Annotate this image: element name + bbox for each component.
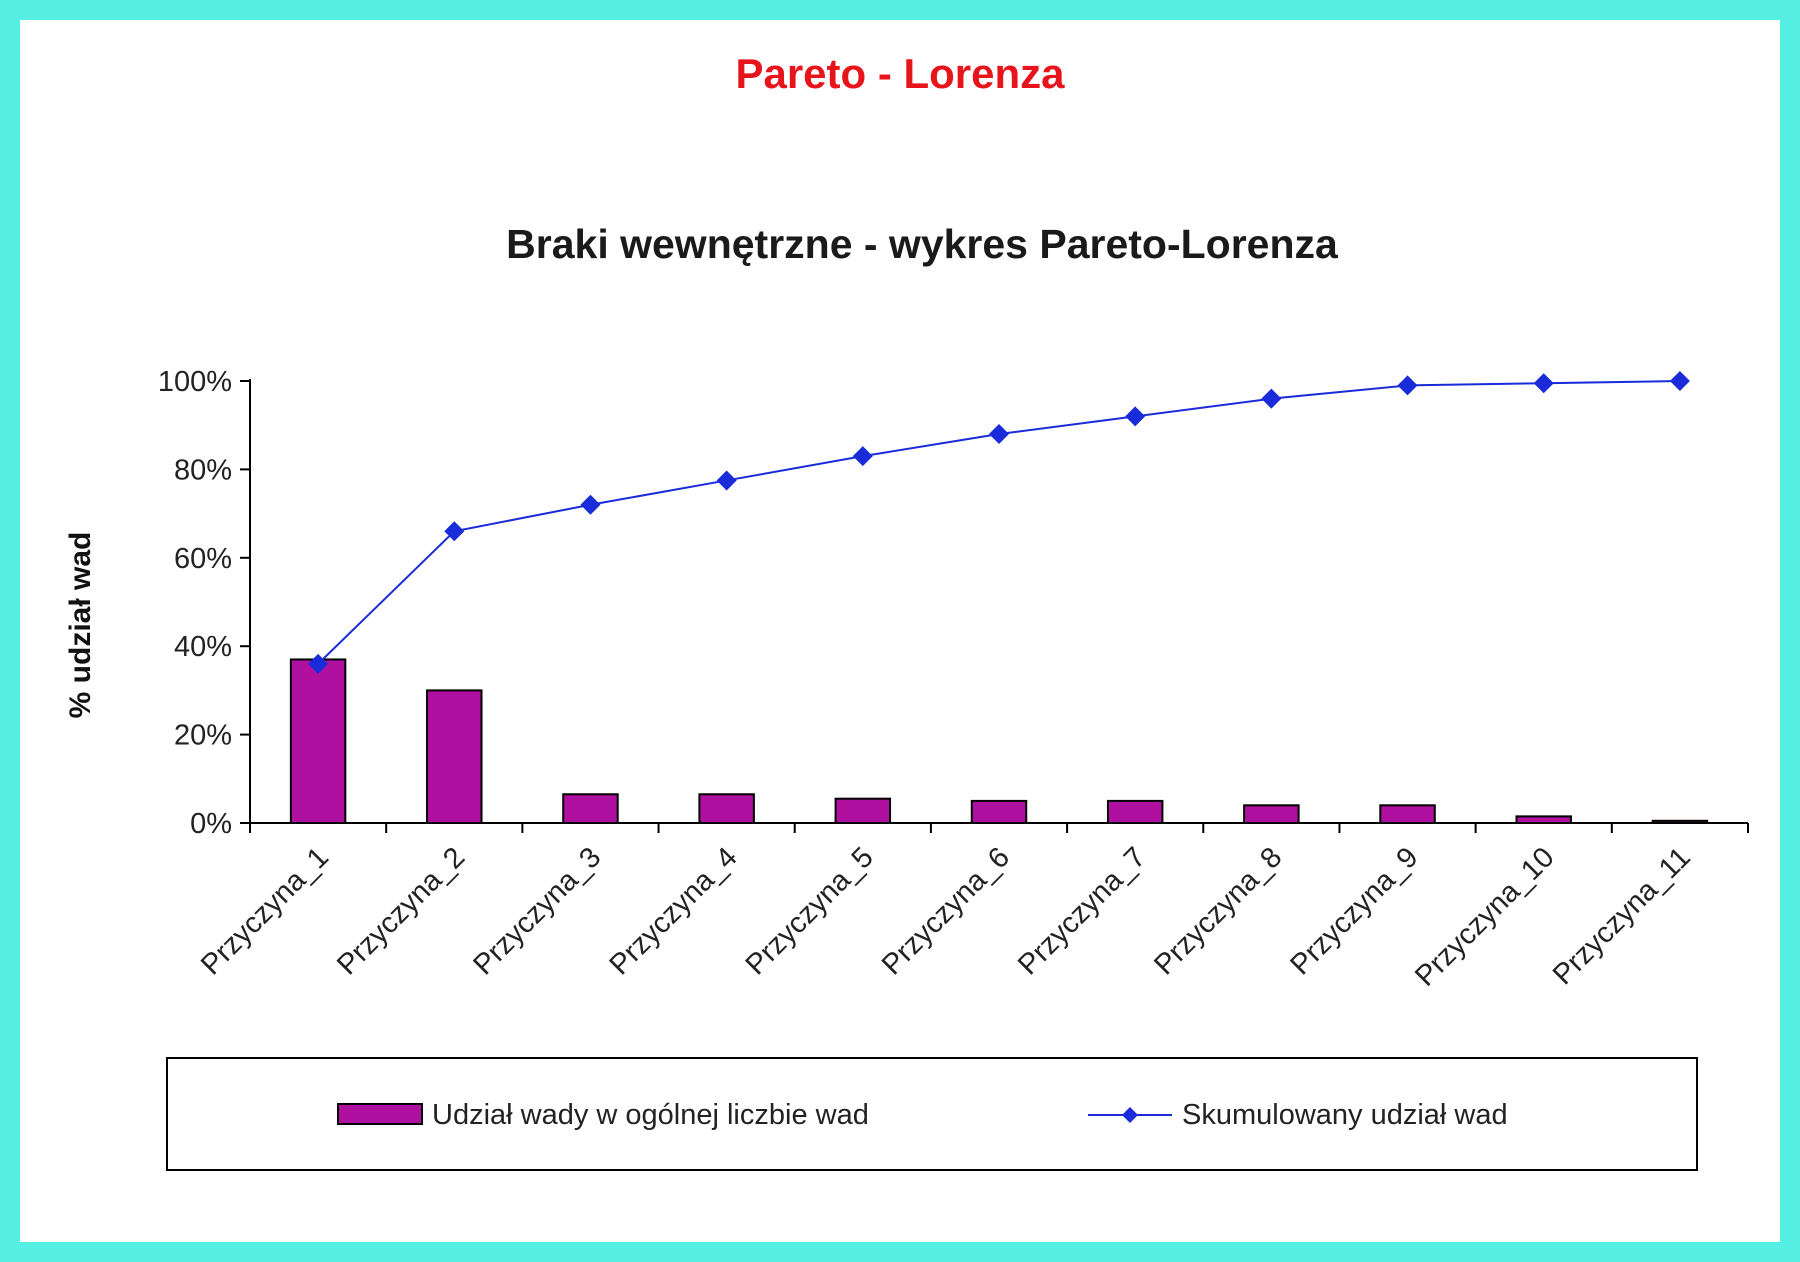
x-tick-label: Przyczyna_2 xyxy=(331,841,471,981)
y-axis: 0% 20% 40% 60% 80% 100% xyxy=(158,366,251,840)
bar xyxy=(834,797,892,825)
cumulative-point xyxy=(1125,406,1146,427)
cumulative-point xyxy=(1397,375,1418,396)
bar xyxy=(289,658,347,825)
cumulative-point xyxy=(444,521,465,542)
bar xyxy=(1651,819,1709,824)
y-tick-label: 20% xyxy=(174,720,232,752)
bar xyxy=(970,799,1028,825)
cumulative-point xyxy=(1669,371,1690,391)
y-tick-label: 60% xyxy=(174,543,232,575)
x-axis: Przyczyna_1Przyczyna_2Przyczyna_3Przyczy… xyxy=(195,822,1749,993)
x-tick-label: Przyczyna_11 xyxy=(1547,841,1697,991)
legend-diamond-icon xyxy=(1122,1107,1138,1123)
bar xyxy=(1379,804,1436,825)
legend-bar-swatch xyxy=(337,1103,423,1125)
cumulative-point xyxy=(308,653,329,674)
x-tick-label: Przyczyna_3 xyxy=(467,841,607,981)
cumulative-point xyxy=(852,446,873,467)
cumulative-line xyxy=(308,371,1690,674)
bar xyxy=(426,689,483,825)
cumulative-point xyxy=(1261,388,1282,409)
bar xyxy=(698,793,755,825)
chart-title: Braki wewnętrzne - wykres Pareto-Lorenza xyxy=(506,221,1339,267)
x-tick-label: Przyczyna_9 xyxy=(1284,841,1424,981)
y-tick-label: 0% xyxy=(190,808,232,840)
y-tick-label: 80% xyxy=(174,454,232,486)
legend-bar-label: Udział wady w ogólnej liczbie wad xyxy=(432,1099,869,1131)
x-tick-label: Przyczyna_4 xyxy=(604,841,744,981)
bar xyxy=(1106,799,1164,825)
x-tick-label: Przyczyna_7 xyxy=(1012,841,1152,981)
y-tick-label: 40% xyxy=(174,631,232,663)
cumulative-point xyxy=(716,470,737,491)
x-tick-label: Przyczyna_5 xyxy=(740,841,880,981)
page-title: Pareto - Lorenza xyxy=(735,50,1065,97)
bar xyxy=(1243,804,1300,825)
cumulative-point xyxy=(1533,373,1554,394)
bar xyxy=(1515,815,1572,824)
cumulative-point xyxy=(580,494,601,515)
y-axis-title: % udział wad xyxy=(64,532,97,719)
x-tick-label: Przyczyna_1 xyxy=(195,841,335,981)
x-tick-label: Przyczyna_6 xyxy=(876,841,1016,981)
bar xyxy=(562,793,619,825)
cumulative-polyline xyxy=(317,380,1680,665)
x-tick-label: Przyczyna_8 xyxy=(1148,841,1288,981)
y-tick-label: 100% xyxy=(158,366,232,398)
legend: Udział wady w ogólnej liczbie wad Skumul… xyxy=(166,1057,1698,1171)
x-tick-label: Przyczyna_10 xyxy=(1409,841,1560,992)
bars xyxy=(289,658,1709,825)
legend-line-label: Skumulowany udział wad xyxy=(1182,1099,1508,1131)
cumulative-point xyxy=(989,424,1009,445)
